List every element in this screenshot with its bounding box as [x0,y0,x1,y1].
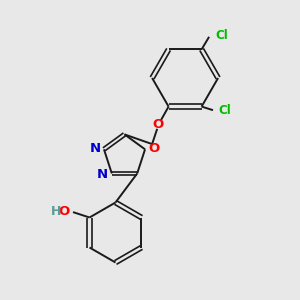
Text: N: N [97,168,108,181]
Text: O: O [152,118,164,131]
Text: O: O [148,142,160,155]
Text: Cl: Cl [218,104,231,117]
Text: H: H [51,205,61,218]
Text: O: O [58,205,69,218]
Text: N: N [89,142,100,154]
Text: Cl: Cl [216,29,229,42]
